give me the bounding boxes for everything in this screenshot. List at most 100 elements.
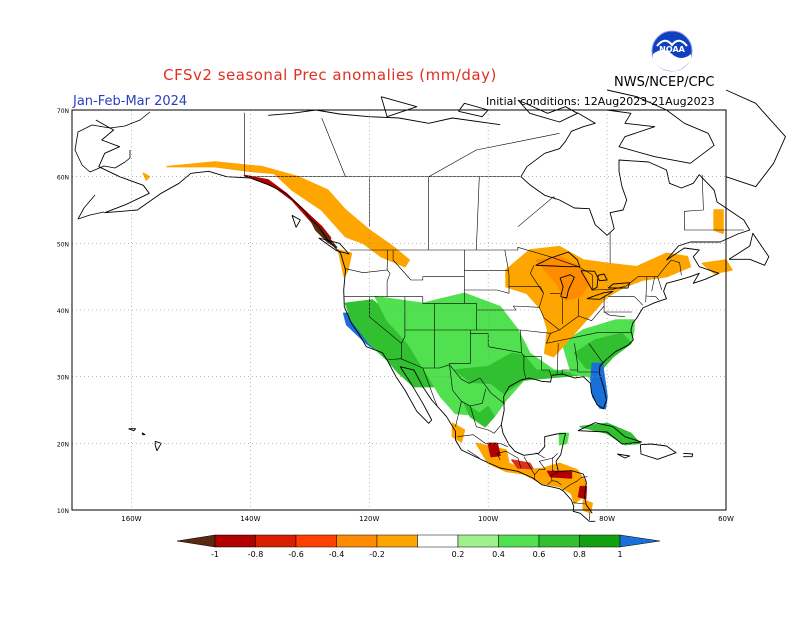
colorbar-tick-label: 0.6 xyxy=(533,550,546,559)
boundary-line xyxy=(344,296,517,311)
boundary-line xyxy=(392,250,424,281)
noaa-logo-icon: NOAA xyxy=(651,30,693,72)
lat-tick-label: 50N xyxy=(57,241,69,248)
boundary-line xyxy=(476,176,480,251)
boundary-line xyxy=(428,133,560,177)
boundary-line xyxy=(350,247,682,291)
colorbar-segment xyxy=(538,534,580,548)
colorbar-tick-label: -0.2 xyxy=(369,550,385,559)
coastline xyxy=(639,443,677,460)
lon-tick-label: 140W xyxy=(240,515,260,523)
graticule-layer xyxy=(72,110,726,510)
colorbar-tick-label: 1 xyxy=(617,550,622,559)
coastline xyxy=(725,89,786,188)
boundary-line xyxy=(455,401,462,427)
boundary-line xyxy=(470,332,522,353)
coastline xyxy=(318,237,350,255)
coastline xyxy=(517,99,578,123)
anomaly-region xyxy=(511,459,534,470)
axis-labels: 160W 140W 120W 100W 80W 60W 10N 20N 30N 40N 50N 60N… xyxy=(57,108,734,523)
anomaly-region xyxy=(454,352,585,395)
anomaly-region xyxy=(534,255,591,301)
map-title: CFSv2 seasonal Prec anomalies (mm/day) xyxy=(163,66,497,84)
boundary-line xyxy=(573,502,586,505)
lon-tick-label: 100W xyxy=(478,515,498,523)
coastline xyxy=(580,270,608,291)
coastline xyxy=(559,274,575,299)
boundary-line xyxy=(603,311,625,317)
lon-tick-label: 120W xyxy=(359,515,379,523)
boundary-line xyxy=(535,452,545,459)
boundary-line xyxy=(386,358,505,405)
colorbar-segment xyxy=(295,534,337,548)
colorbar-tick-label: 0.8 xyxy=(573,550,586,559)
boundary-line xyxy=(401,330,406,359)
coastline xyxy=(380,96,418,118)
coastline xyxy=(728,232,770,266)
coastline xyxy=(128,428,137,432)
coastline xyxy=(74,111,151,173)
boundary-line xyxy=(651,276,655,292)
colorbar-tick-label: -0.4 xyxy=(329,550,345,559)
boundary-line xyxy=(504,249,510,294)
boundary-line xyxy=(684,174,744,231)
logo-text: NOAA xyxy=(659,45,685,54)
colorbar-tick-label: 0.2 xyxy=(452,550,465,559)
anomaly-region xyxy=(701,259,733,275)
lat-tick-label: 20N xyxy=(57,441,69,448)
anomaly-fill-layer xyxy=(142,161,733,514)
colorbar-tick-label: -1 xyxy=(211,550,219,559)
colorbar-segment xyxy=(336,534,378,548)
lon-tick-label: 80W xyxy=(599,515,615,523)
colorbar-tick-label: -0.6 xyxy=(288,550,304,559)
boundary-line xyxy=(530,265,544,294)
boundary-line xyxy=(539,307,560,331)
colorbar-segment xyxy=(255,534,297,548)
lat-tick-label: 60N xyxy=(57,175,69,182)
boundary-line xyxy=(464,289,510,294)
colorbar-tick-label: 0.4 xyxy=(492,550,505,559)
lon-tick-label: 160W xyxy=(121,515,141,523)
boundary-line xyxy=(517,196,556,227)
coastline xyxy=(616,453,631,459)
agency-label: NWS/NCEP/CPC xyxy=(614,75,715,90)
lon-tick-label: 60W xyxy=(718,515,734,523)
boundary-line xyxy=(345,268,391,297)
lat-tick-label: 30N xyxy=(57,375,69,382)
boundary-line xyxy=(562,476,588,491)
boundary-line xyxy=(386,249,388,271)
lat-tick-label: 70N xyxy=(57,108,69,115)
coastline xyxy=(586,290,614,300)
boundary-line xyxy=(552,457,559,473)
coastline xyxy=(535,251,581,268)
colorbar-segment xyxy=(498,534,540,548)
colorbar-segment xyxy=(417,534,459,548)
boundary-line xyxy=(547,480,562,485)
coastline xyxy=(607,89,715,164)
boundary-line xyxy=(645,276,648,303)
boundary-line xyxy=(523,456,535,475)
boundary-line xyxy=(449,364,487,407)
colorbar-low-arrow xyxy=(176,534,216,548)
colorbar: -1 -0.8 -0.6 -0.4 -0.2 0.2 0.4 0.6 0.8 1 xyxy=(176,534,661,559)
coastline xyxy=(154,440,162,452)
initial-conditions-label: Initial conditions: 12Aug2023-21Aug2023 xyxy=(486,95,715,108)
boundary-line xyxy=(589,512,591,521)
boundary-line xyxy=(645,295,660,301)
boundary-line xyxy=(457,434,508,447)
colorbar-segment xyxy=(214,534,256,548)
boundary-line xyxy=(546,332,633,344)
anomaly-region xyxy=(166,161,410,268)
anomaly-region xyxy=(573,332,632,371)
anomaly-region xyxy=(590,362,608,410)
boundary-line xyxy=(422,367,438,407)
anomaly-region xyxy=(451,422,466,443)
anomaly-region xyxy=(463,402,495,428)
boundary-line xyxy=(541,356,551,376)
boundary-line xyxy=(496,450,522,469)
anomaly-region xyxy=(713,209,724,235)
boundary-line xyxy=(551,471,558,481)
coastline xyxy=(577,422,643,445)
boundary-line xyxy=(608,296,644,306)
